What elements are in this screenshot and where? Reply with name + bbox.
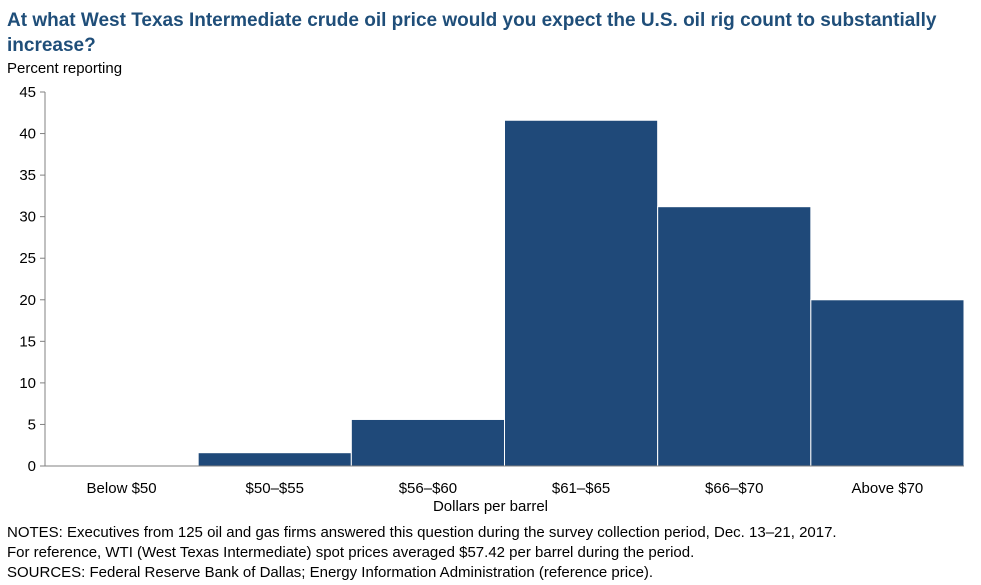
- sources-line: SOURCES: Federal Reserve Bank of Dallas;…: [7, 564, 654, 581]
- y-tick-label: 30: [19, 209, 36, 226]
- x-axis-label: Dollars per barrel: [432, 498, 549, 515]
- bar: [350, 418, 506, 467]
- x-tick-label: $50–$55: [246, 480, 304, 497]
- y-tick-label: 35: [19, 167, 36, 184]
- bar: [197, 452, 352, 467]
- y-tick-label: 5: [28, 416, 36, 433]
- x-tick-label: Above $70: [852, 480, 924, 497]
- x-tick-label: $66–$70: [705, 480, 763, 497]
- chart-title: At what West Texas Intermediate crude oi…: [7, 10, 937, 56]
- y-tick-label: 25: [19, 250, 36, 267]
- bar-chart: 0 5 10 15 20 25 30 35 40 45 Below $50 $50–$55 $56–$…: [19, 84, 965, 497]
- bar: [657, 206, 812, 467]
- x-tick-label: $56–$60: [399, 480, 457, 497]
- y-tick-label: 20: [19, 292, 36, 309]
- y-tick-label: 15: [19, 333, 36, 350]
- notes-line-2: For reference, WTI (West Texas Intermedi…: [7, 544, 695, 561]
- notes-block: NOTES: Executives from 125 oil and gas f…: [7, 523, 977, 583]
- y-tick-label: 40: [19, 126, 36, 143]
- y-tick-label: 0: [28, 458, 36, 475]
- x-tick-label: Below $50: [87, 480, 157, 497]
- y-tick-label: 45: [19, 84, 36, 101]
- bar: [504, 119, 659, 467]
- bar: [810, 299, 965, 467]
- y-axis-label: Percent reporting: [7, 60, 123, 77]
- notes-line-1: NOTES: Executives from 125 oil and gas f…: [7, 524, 837, 541]
- x-tick-label: $61–$65: [552, 480, 610, 497]
- y-tick-label: 10: [19, 375, 36, 392]
